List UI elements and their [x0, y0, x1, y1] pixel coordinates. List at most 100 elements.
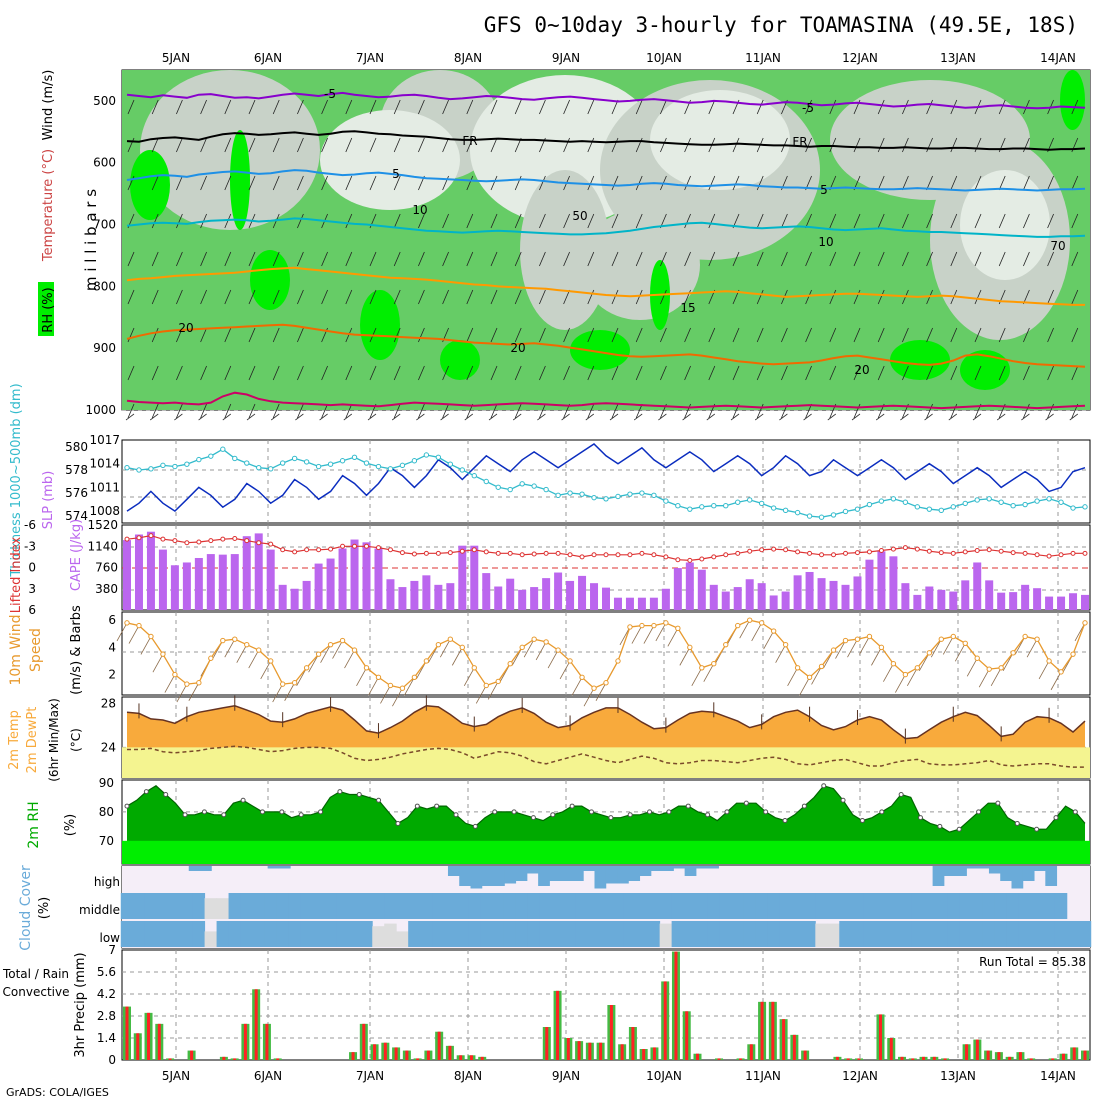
wind-barb-10m [308, 653, 319, 673]
wind-barb [224, 365, 232, 381]
wind-speed-point [471, 665, 477, 671]
cloud-bar [348, 921, 361, 947]
cape-bar [961, 580, 970, 610]
thickness-tick: 578 [65, 463, 88, 477]
rh2m-point [743, 800, 749, 806]
thickness-point [315, 463, 322, 470]
wind-barb [587, 251, 595, 267]
date-label-bottom: 10JAN [646, 1069, 682, 1083]
wind-barb [732, 175, 740, 191]
cloud-axis-label: Cloud Cover [18, 865, 34, 951]
cape-bar [386, 579, 395, 610]
li-tick: -3 [24, 539, 36, 553]
cape-bar [518, 589, 527, 610]
cape-bar [697, 569, 706, 610]
wind-barb-10m [883, 663, 894, 682]
wind-barb [272, 365, 280, 381]
wind-barb-10m [679, 647, 691, 666]
cape-bar [841, 584, 850, 610]
wind-barb-10m [248, 649, 260, 669]
cloud-bar [372, 926, 385, 947]
thickness-point [758, 500, 765, 507]
wind-barb [418, 327, 425, 343]
wind-barb [1047, 251, 1054, 267]
wind-barb-10m [559, 660, 571, 680]
wind-barb [1023, 251, 1030, 267]
lifted-index-point [244, 538, 250, 544]
dewpoint-area [122, 747, 1090, 778]
wind-barb [1047, 327, 1054, 343]
wind-barb [539, 289, 546, 305]
cape-bar [302, 580, 311, 610]
wind-barb-10m [128, 625, 140, 644]
thickness-point [507, 486, 513, 493]
wind-barb [756, 99, 764, 115]
wind-barb [877, 99, 885, 115]
wind-barb [611, 213, 619, 229]
cape-bar [985, 580, 994, 610]
wind-speed-point [1034, 636, 1040, 642]
wind-barb [297, 213, 304, 229]
cape-bar [326, 558, 335, 610]
cape-bar [494, 586, 503, 610]
thickness-point [950, 504, 956, 510]
thickness-tick: 580 [65, 440, 88, 454]
cloud-bar [515, 866, 528, 881]
wind-barb [684, 175, 691, 191]
cape-bar [123, 540, 131, 610]
cloud-bar [468, 921, 481, 947]
wind-barb [200, 289, 207, 305]
wind-barb [466, 175, 474, 191]
temp-tick: 28 [101, 697, 116, 711]
wind-barb [200, 327, 207, 343]
rh2m-point [550, 812, 556, 818]
cloud-bar [515, 893, 529, 919]
cape-bar [889, 556, 898, 610]
wind-barb-10m [859, 636, 870, 655]
cloud-bar [779, 893, 792, 919]
wind-barb [1047, 365, 1054, 381]
surface-barb [537, 413, 546, 421]
wind-barb [151, 365, 159, 381]
wind-barb [393, 175, 401, 191]
wind-barb [756, 289, 764, 305]
lifted-index-point [280, 547, 286, 553]
cloud-bar [851, 921, 864, 947]
cape-bar [1069, 593, 1078, 610]
cape-bar [602, 587, 610, 610]
contour-label: 10 [818, 235, 833, 249]
thickness-point [926, 506, 933, 512]
wind-barb [660, 365, 667, 381]
wind-barb [1023, 403, 1030, 419]
thickness-point [148, 466, 154, 472]
cloud-bar [605, 866, 618, 884]
wind-barb [756, 403, 764, 419]
precip-convective-bar [448, 1045, 452, 1060]
wind-barb [974, 137, 982, 153]
cape-bar [925, 586, 934, 610]
cape-bar [542, 578, 551, 610]
wind-barb [926, 365, 933, 381]
wind-barb [829, 327, 837, 343]
wind-barb [587, 137, 595, 153]
wind-barb [272, 327, 280, 343]
thickness-point [543, 486, 549, 493]
wind-speed-point [363, 665, 370, 671]
lifted-index-point [759, 547, 765, 553]
thickness-tick: 574 [65, 509, 88, 523]
rh2m-point [298, 812, 304, 818]
lifted-index-point [878, 548, 884, 553]
wind-barb [563, 327, 570, 343]
thickness-point [723, 503, 729, 509]
wind-barb [321, 289, 328, 305]
wind-speed-point [854, 636, 861, 642]
surface-barb [343, 413, 353, 421]
wind-barb [902, 251, 909, 267]
rh2m-point [782, 818, 788, 824]
lifted-index-point [543, 550, 549, 556]
lifted-index-point [447, 550, 453, 556]
slp-tick: 1017 [89, 433, 120, 447]
wind-barb [1047, 289, 1054, 305]
wind-barb-10m [871, 647, 882, 666]
rh2m-point [1072, 809, 1078, 815]
